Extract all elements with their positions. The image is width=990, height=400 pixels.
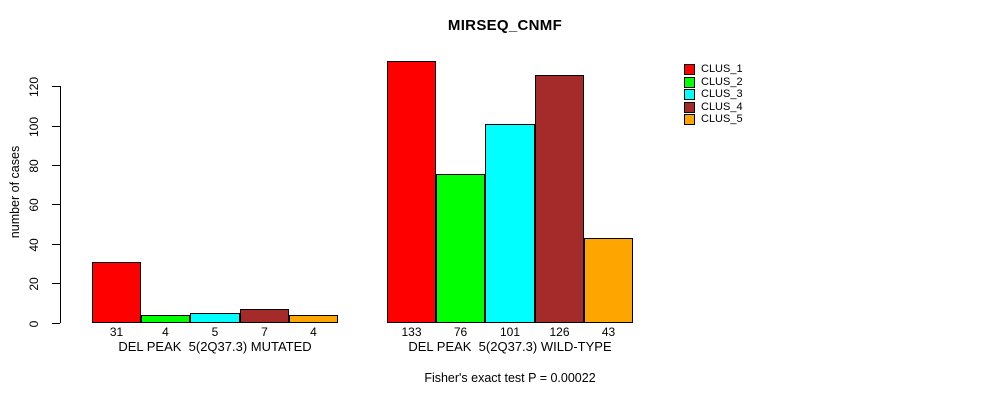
footnote: Fisher's exact test P = 0.00022 [424,371,596,385]
y-tick-label: 40 [27,237,41,252]
bar-clus_4-group1 [240,309,289,323]
legend-swatch-icon [684,76,695,88]
bar-clus_2-group2 [436,174,485,323]
y-tick-mark [52,204,60,205]
bar-value-label: 126 [549,325,570,339]
legend-label: CLUS_2 [701,75,743,88]
legend-label: CLUS_5 [701,113,743,125]
bar-value-label: 4 [162,325,169,339]
bar-clus_5-group1 [289,315,338,323]
legend-item-clus_4: CLUS_4 [684,100,743,113]
legend-swatch-icon [684,114,695,125]
legend-item-clus_1: CLUS_1 [684,64,743,75]
y-tick-mark [52,86,60,87]
chart-title: MIRSEQ_CNMF [447,17,563,34]
y-tick-mark [52,126,60,127]
y-tick-mark [52,323,60,324]
bar-clus_3-group1 [190,313,240,323]
bar-value-label: 133 [401,325,422,339]
bar-value-label: 4 [310,325,317,339]
y-axis-label: number of cases [8,145,22,239]
y-tick-label: 20 [27,276,41,291]
bar-clus_4-group2 [535,75,584,323]
legend-label: CLUS_1 [701,63,743,75]
y-tick-mark [52,244,60,245]
legend: CLUS_1 CLUS_2 CLUS_3 CLUS_4 CLUS_5 [684,64,743,125]
legend-label: CLUS_3 [701,88,743,100]
bar-clus_1-group2 [387,61,436,323]
y-tick-label: 100 [27,116,41,137]
y-tick-label: 0 [27,320,41,327]
legend-item-clus_2: CLUS_2 [684,75,743,88]
y-tick-mark [52,165,60,166]
legend-swatch-icon [684,101,695,113]
bar-clus_1-group1 [92,262,141,323]
y-tick-mark [52,283,60,284]
bar-value-label: 31 [109,325,124,339]
legend-swatch-icon [684,64,695,75]
bar-clus_3-group2 [485,124,535,323]
y-axis-line [60,86,61,323]
bar-clus_5-group2 [584,238,633,323]
legend-label: CLUS_4 [701,100,743,113]
bar-value-label: 101 [499,325,521,339]
legend-item-clus_5: CLUS_5 [684,114,743,125]
y-tick-label: 80 [27,158,41,173]
category-label-1: DEL PEAK 5(2Q37.3) MUTATED [118,339,312,354]
y-tick-label: 120 [27,76,41,97]
category-label-2: DEL PEAK 5(2Q37.3) WILD-TYPE [408,339,612,354]
bar-value-label: 43 [601,325,616,339]
bar-value-label: 5 [211,325,219,339]
bar-clus_2-group1 [141,315,190,323]
legend-item-clus_3: CLUS_3 [684,89,743,100]
bar-value-label: 76 [453,325,468,339]
bar-value-label: 7 [261,325,268,339]
legend-swatch-icon [684,89,695,100]
y-tick-label: 60 [27,197,41,212]
